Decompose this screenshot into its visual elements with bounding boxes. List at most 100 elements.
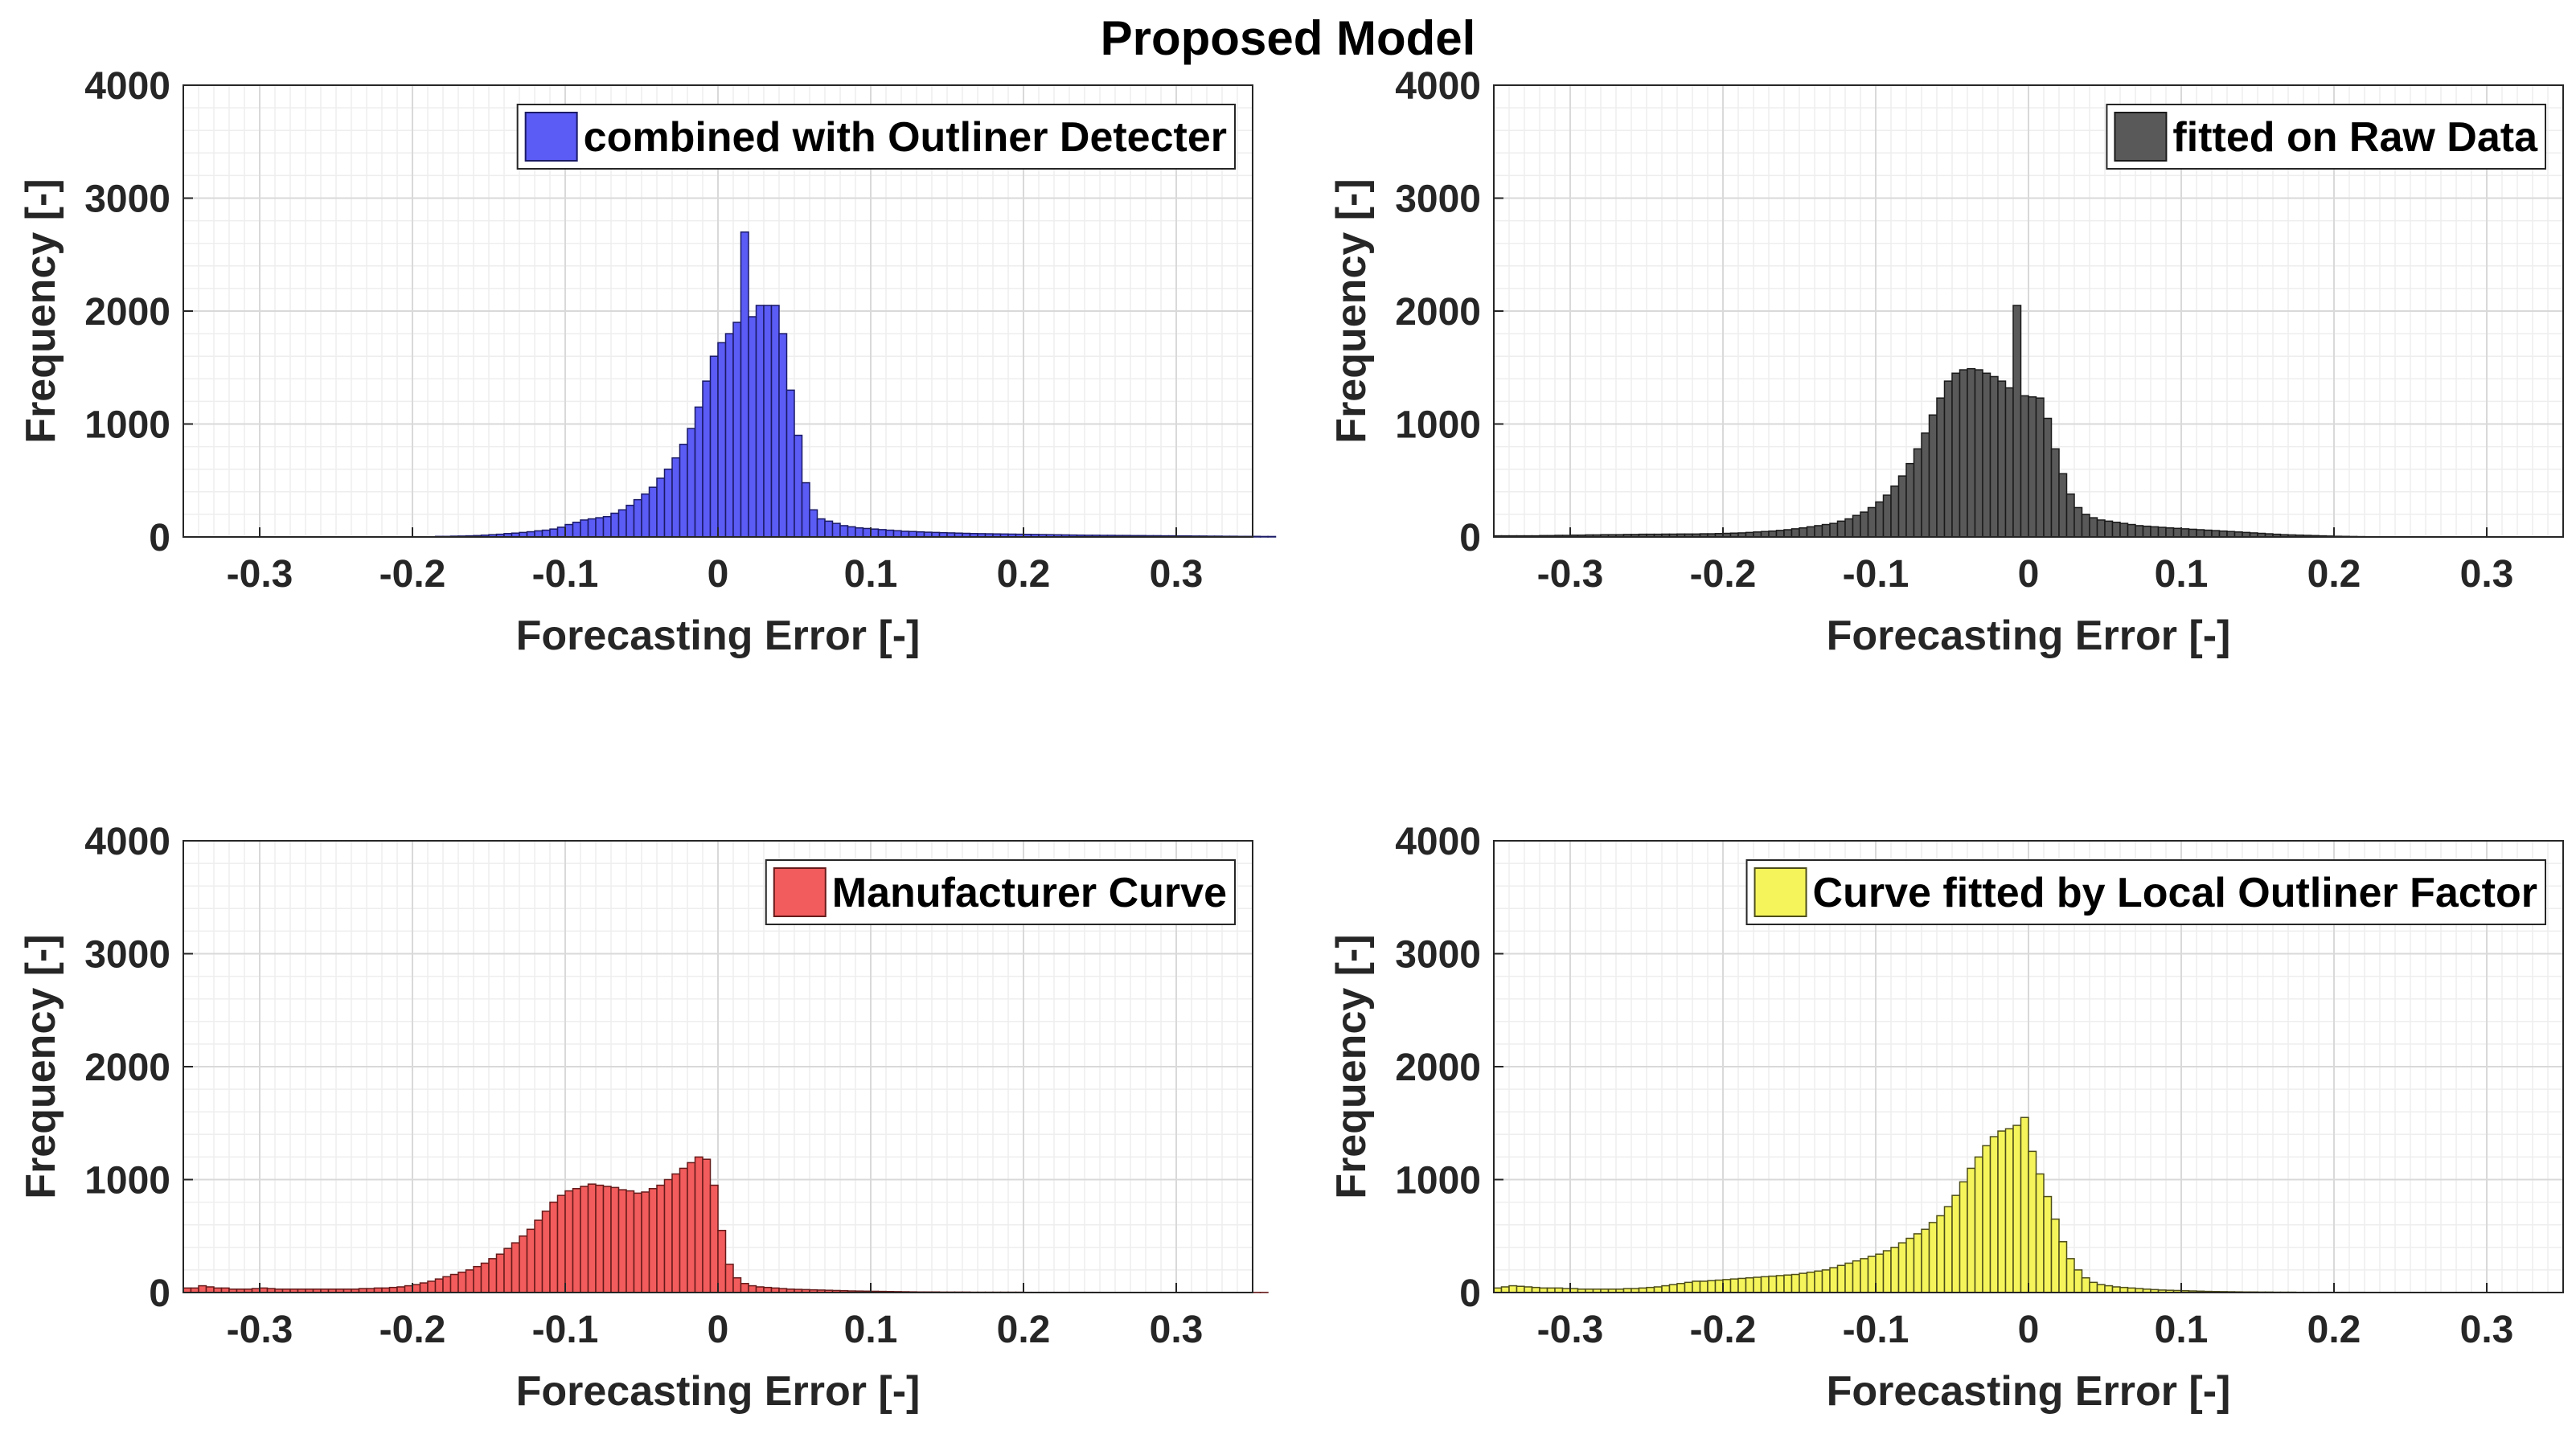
histogram-bar [495,1253,505,1293]
y-axis-label: Frequency [-] [18,934,64,1198]
histogram-bar [626,1190,635,1293]
histogram-bar [442,1276,452,1293]
histogram-bar [1936,1215,1946,1293]
histogram-bar [2096,519,2106,538]
legend: Curve fitted by Local Outliner Factor [1745,859,2546,925]
histogram-bar [465,1269,474,1293]
histogram-bar [1860,511,1869,538]
x-axis-label: Forecasting Error [-] [516,1368,921,1415]
y-tick-label: 2000 [1395,291,1481,334]
histogram-bar [587,518,597,538]
histogram-bar [633,1192,642,1293]
histogram-bar [870,528,880,538]
x-tick-label: 0.1 [844,553,898,596]
histogram-bar [1829,1267,1839,1293]
histogram-bar [1875,1253,1885,1293]
histogram-bar [534,1219,544,1293]
histogram-bar [404,1284,413,1293]
y-tick-label: 2000 [1395,1047,1481,1089]
y-tick-label: 0 [1459,1272,1481,1315]
x-tick-label: 0.2 [997,553,1051,596]
histogram-bar [2096,1284,2106,1293]
histogram-bar [1967,1167,1976,1293]
histogram-bar [702,1158,712,1293]
histogram-bar [877,529,887,538]
histogram-bar [1799,527,1808,538]
histogram-bar [1729,1278,1739,1293]
histogram-bar [1852,1260,1861,1293]
histogram-bar [702,380,712,538]
histogram-bar [1974,369,1983,538]
histogram-bar [1753,1276,1762,1293]
histogram-bar [556,1194,566,1293]
histogram-bar [839,525,849,538]
histogram-bar [526,1228,535,1293]
histogram-bar [2104,520,2114,538]
histogram-bar [2188,528,2197,538]
histogram-bar [1676,1283,1686,1293]
histogram-bar [503,1248,513,1293]
y-axis-label: Frequency [-] [1328,178,1375,443]
histogram-bar [1982,1145,1991,1293]
histogram-bar [2035,397,2045,538]
histogram-bar [862,527,872,538]
histogram-bar [2020,395,2029,538]
legend-box [516,104,1236,170]
histogram-bar [1974,1156,1983,1293]
histogram-bar [809,509,818,538]
histogram-bar [855,527,864,538]
histogram-bar [1768,1275,1778,1293]
histogram-bar [2012,305,2022,538]
legend-label: combined with Outliner Detecter [584,114,1227,161]
histogram-bar [663,1178,673,1293]
y-tick-label: 4000 [84,821,170,863]
histogram-bar [434,1278,444,1293]
histogram-bar [748,1284,757,1293]
histogram-bar [626,504,635,538]
histogram-bar [449,1273,459,1293]
histogram-bar [1875,501,1885,538]
histogram-bar [663,468,673,538]
histogram-bar [1913,448,1922,538]
histogram-bars [183,1156,1269,1293]
histogram-bar [1928,1222,1938,1293]
histogram-bar [2081,514,2090,538]
histogram-bar [717,342,727,538]
histogram-bar [412,1284,421,1293]
histogram-bar [457,1271,467,1293]
histogram-bar [892,530,902,538]
histogram-bar [595,1184,605,1293]
histogram-bar [755,305,765,538]
legend-box [2106,104,2546,170]
histogram-bar [602,515,612,538]
x-tick-label: 0.2 [2307,1309,2361,1351]
x-tick-label: -0.2 [379,553,446,596]
histogram-bar [1259,535,1269,538]
histogram-bar [1653,1286,1663,1293]
histogram-bar [2004,1128,2014,1293]
histogram-bar [2058,473,2068,538]
histogram-bar [831,522,841,538]
x-tick-label: -0.2 [1690,1309,1757,1351]
histogram-bar [1829,522,1839,538]
histogram-bar [763,305,773,538]
x-tick-label: -0.3 [227,553,293,596]
legend-swatch [524,112,578,162]
histogram-bar [2211,530,2221,538]
histogram-bar [602,1186,612,1293]
x-tick-label: 0.1 [2155,553,2209,596]
y-tick-label: 1000 [1395,1160,1481,1203]
histogram-bar [2028,396,2037,538]
chart-panel-4: -0.3 -0.2 -0.1 0 0.1 0.2 0.3 0 1000 2000 3000 4000 F… [1328,821,2564,1415]
histogram-bar [1867,1256,1877,1293]
histogram-bar [694,406,703,538]
x-axis-label: Forecasting Error [-] [1827,1368,2231,1415]
histogram-bar [1951,1194,1961,1293]
histogram-bar [1699,1280,1708,1293]
histogram-bar [572,521,581,538]
histogram-bar [1836,1264,1846,1293]
histogram-bar [1989,1136,1999,1293]
histogram-bar [2104,1284,2114,1293]
histogram-bar [1928,414,1938,538]
histogram-bar [2150,526,2160,538]
